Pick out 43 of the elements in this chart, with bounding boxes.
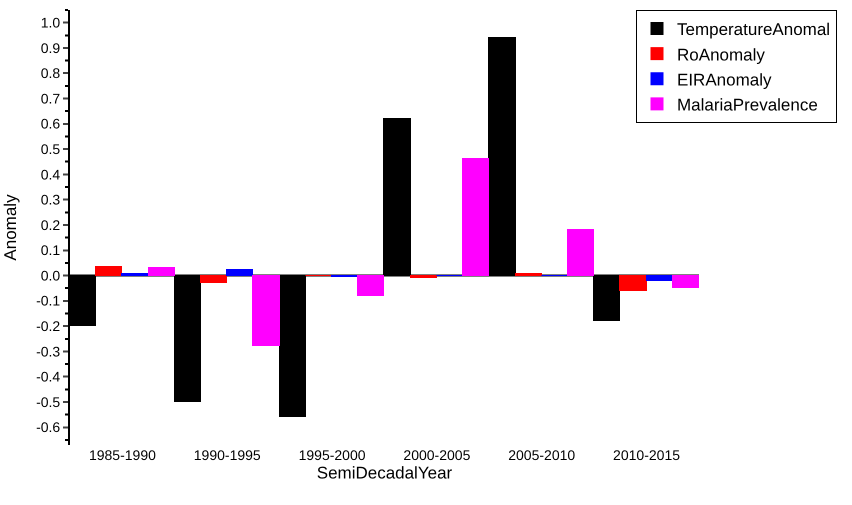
bar <box>357 275 384 296</box>
x-tick-label: 1995-2000 <box>298 447 366 463</box>
y-tick-label: 0.0 <box>40 267 60 284</box>
y-tick-label: 0.1 <box>40 242 60 258</box>
x-axis-title: SemiDecadalYear <box>316 463 453 482</box>
bar <box>252 275 280 346</box>
y-tick-label: -0.4 <box>36 368 60 385</box>
y-tick-label: -0.3 <box>36 343 60 360</box>
y-tick-label: -0.2 <box>36 318 60 334</box>
x-tick-label: 2010-2015 <box>613 447 680 463</box>
y-tick-label: 0.4 <box>40 166 60 182</box>
y-tick-label: 0.5 <box>40 141 60 157</box>
bar <box>567 229 594 276</box>
x-tick-label: 2005-2010 <box>508 447 576 463</box>
bar <box>672 275 699 288</box>
y-tick-label: 1.0 <box>40 14 60 31</box>
x-tick-label: 1985-1990 <box>88 447 156 463</box>
y-tick-label: 0.3 <box>40 192 60 208</box>
bar <box>95 266 122 276</box>
y-tick-label: 0.9 <box>40 40 60 56</box>
y-tick-label: 0.8 <box>40 65 60 82</box>
bar <box>462 158 489 276</box>
bar <box>646 275 673 281</box>
x-tick-label: 2000-2005 <box>403 447 471 463</box>
y-tick-label: 0.6 <box>40 116 60 132</box>
bar <box>410 275 437 278</box>
y-tick-label: 0.7 <box>40 90 60 106</box>
y-tick-label: -0.6 <box>36 419 60 436</box>
bar <box>121 273 149 276</box>
x-tick-label: 1990-1995 <box>194 447 261 463</box>
bar <box>148 267 175 276</box>
legend-label: TemperatureAnomal <box>677 20 830 40</box>
bar <box>515 273 542 276</box>
bar <box>226 269 253 276</box>
y-tick-label: -0.1 <box>36 292 60 309</box>
y-axis-title: Anomaly <box>1 194 20 261</box>
legend-label: RoAnomaly <box>677 45 766 64</box>
bar <box>619 275 647 291</box>
y-tick-label: 0.2 <box>40 216 60 233</box>
y-tick-label: -0.5 <box>36 394 60 410</box>
bar <box>200 275 227 283</box>
legend-label: EIRAnomaly <box>677 70 772 90</box>
legend-label: MalariaPrevalence <box>677 95 818 114</box>
